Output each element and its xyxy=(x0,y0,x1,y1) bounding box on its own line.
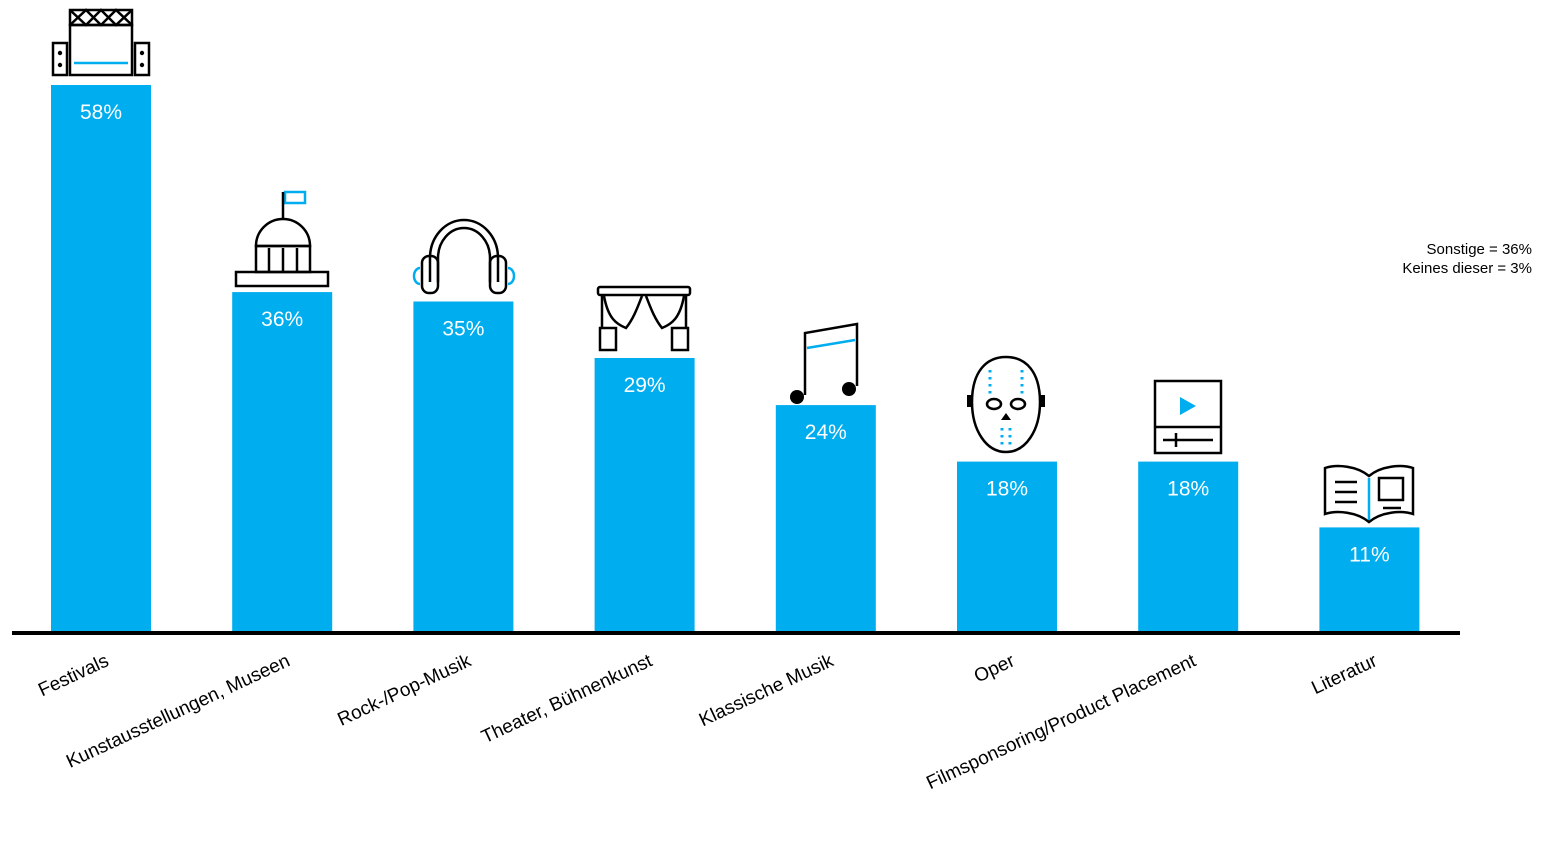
bar-7 xyxy=(1138,461,1239,631)
bars-group xyxy=(51,85,1420,631)
value-label-4: 29% xyxy=(624,374,666,397)
music-note-icon xyxy=(790,322,859,404)
theater-curtain-icon xyxy=(596,285,692,352)
opera-mask-icon xyxy=(967,355,1045,454)
value-label-3: 35% xyxy=(442,318,484,341)
open-book-icon xyxy=(1323,464,1415,524)
bar-6 xyxy=(957,461,1057,631)
value-label-7: 18% xyxy=(1167,478,1209,501)
value-label-1: 58% xyxy=(80,101,122,124)
bar-2 xyxy=(232,292,333,631)
category-label-3: Rock-/Pop-Musik xyxy=(335,650,475,730)
category-label-7: Filmsponsoring/Product Placement xyxy=(923,650,1200,794)
other-responses-note: Sonstige = 36% Keines dieser = 3% xyxy=(1402,240,1532,278)
museum-icon xyxy=(234,190,330,288)
category-label-6: Oper xyxy=(971,650,1019,687)
bar-1 xyxy=(51,85,151,631)
value-label-5: 24% xyxy=(805,421,847,444)
bar-5 xyxy=(775,405,876,631)
note-none-line: Keines dieser = 3% xyxy=(1402,260,1532,277)
value-label-2: 36% xyxy=(261,308,303,331)
bar-4 xyxy=(594,358,695,631)
category-label-4: Theater, Bühnenkunst xyxy=(478,650,656,748)
bar-3 xyxy=(413,301,514,631)
video-player-icon xyxy=(1153,379,1223,455)
category-label-1: Festivals xyxy=(35,650,112,701)
bar-8 xyxy=(1319,527,1420,631)
note-other-line: Sonstige = 36% xyxy=(1426,241,1533,258)
headphones-icon xyxy=(412,218,516,295)
value-label-6: 18% xyxy=(986,478,1028,501)
value-label-8: 11% xyxy=(1349,543,1389,566)
value-labels-group: 58% 36% 35% 29% 24% 18% 18% 11% xyxy=(80,101,1390,566)
festival-stage-icon xyxy=(51,8,151,77)
category-label-5: Klassische Musik xyxy=(696,650,837,731)
category-label-8: Literatur xyxy=(1308,650,1381,699)
